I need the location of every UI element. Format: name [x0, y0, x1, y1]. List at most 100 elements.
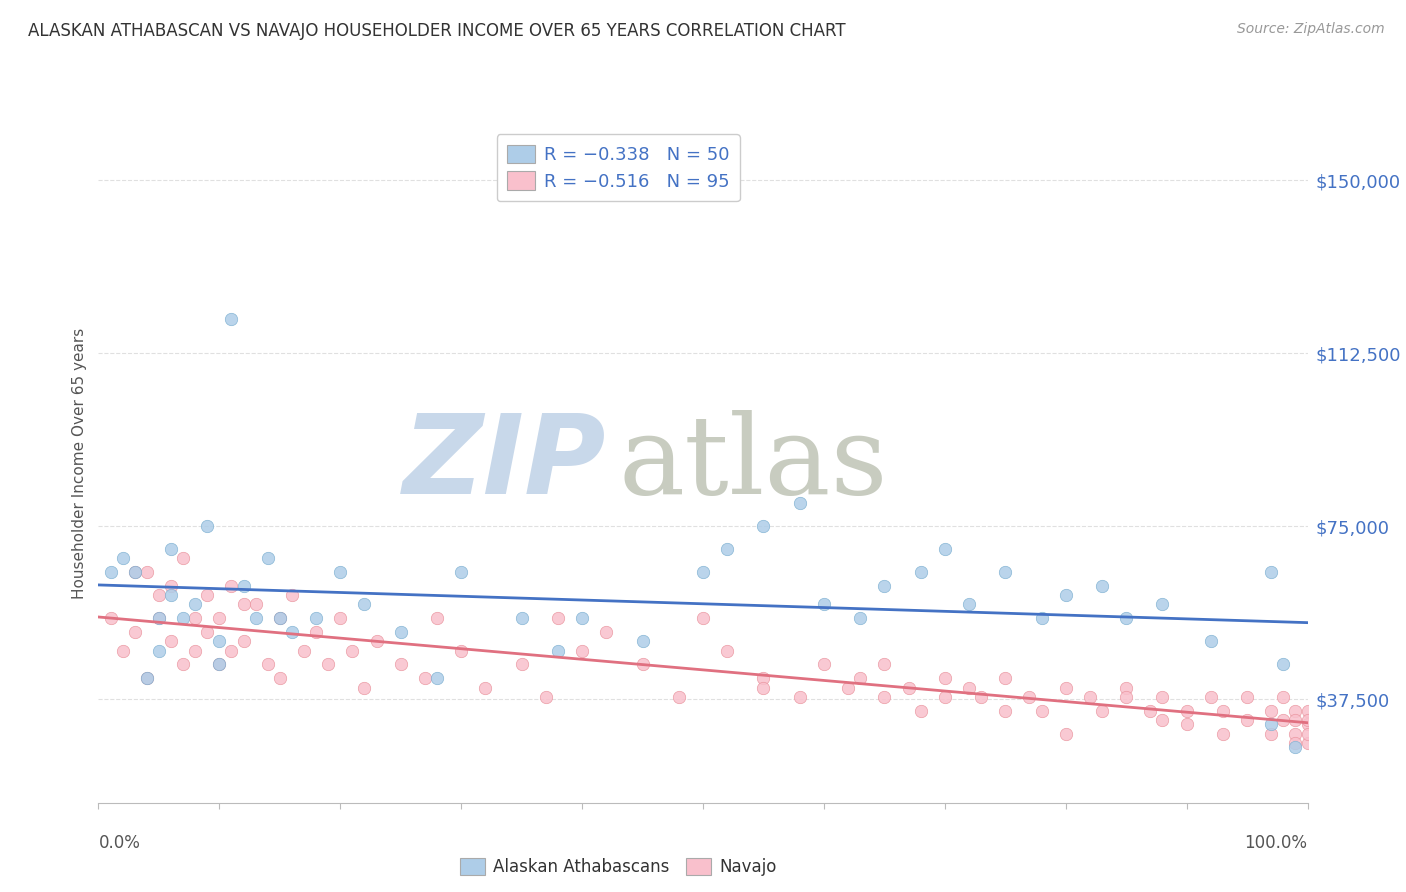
Point — [281, 625, 304, 640]
Point — [184, 643, 207, 657]
Y-axis label: Householder Income Over 65 years: Householder Income Over 65 years — [72, 328, 87, 599]
Point — [135, 671, 157, 685]
Point — [195, 625, 218, 640]
Point — [813, 598, 835, 612]
Point — [1078, 690, 1101, 704]
Point — [1152, 713, 1174, 727]
Point — [752, 681, 775, 695]
Point — [595, 625, 617, 640]
Point — [716, 643, 738, 657]
Point — [426, 671, 449, 685]
Point — [1115, 690, 1137, 704]
Point — [208, 657, 231, 672]
Point — [631, 657, 654, 672]
Point — [873, 690, 896, 704]
Point — [970, 690, 993, 704]
Point — [232, 634, 254, 648]
Point — [994, 671, 1017, 685]
Point — [1199, 690, 1222, 704]
Point — [245, 598, 267, 612]
Point — [692, 565, 714, 579]
Point — [994, 565, 1017, 579]
Point — [316, 657, 339, 672]
Point — [789, 496, 811, 510]
Point — [631, 634, 654, 648]
Point — [849, 671, 872, 685]
Point — [305, 611, 328, 625]
Point — [1260, 717, 1282, 731]
Point — [281, 588, 304, 602]
Point — [510, 657, 533, 672]
Point — [1260, 704, 1282, 718]
Point — [269, 611, 291, 625]
Point — [1175, 704, 1198, 718]
Point — [692, 611, 714, 625]
Point — [1212, 704, 1234, 718]
Point — [329, 611, 352, 625]
Point — [245, 611, 267, 625]
Point — [1199, 634, 1222, 648]
Point — [450, 643, 472, 657]
Point — [111, 643, 134, 657]
Point — [413, 671, 436, 685]
Point — [208, 657, 231, 672]
Point — [1054, 726, 1077, 740]
Point — [135, 671, 157, 685]
Point — [1296, 736, 1319, 750]
Point — [1091, 579, 1114, 593]
Point — [1296, 726, 1319, 740]
Point — [910, 565, 932, 579]
Point — [160, 588, 183, 602]
Point — [1054, 681, 1077, 695]
Point — [426, 611, 449, 625]
Point — [910, 704, 932, 718]
Point — [124, 565, 146, 579]
Point — [1212, 726, 1234, 740]
Point — [752, 519, 775, 533]
Point — [148, 611, 170, 625]
Point — [934, 542, 956, 557]
Point — [232, 579, 254, 593]
Point — [1284, 740, 1306, 755]
Point — [329, 565, 352, 579]
Point — [1272, 713, 1295, 727]
Point — [389, 625, 412, 640]
Point — [1296, 713, 1319, 727]
Point — [353, 598, 375, 612]
Point — [256, 551, 278, 566]
Point — [1236, 690, 1258, 704]
Point — [172, 657, 194, 672]
Point — [897, 681, 920, 695]
Point — [474, 681, 496, 695]
Point — [813, 657, 835, 672]
Point — [221, 311, 243, 326]
Point — [172, 551, 194, 566]
Point — [1139, 704, 1161, 718]
Point — [1054, 588, 1077, 602]
Point — [160, 579, 183, 593]
Point — [1284, 704, 1306, 718]
Point — [510, 611, 533, 625]
Text: 0.0%: 0.0% — [98, 834, 141, 852]
Text: ZIP: ZIP — [402, 410, 606, 517]
Point — [232, 598, 254, 612]
Text: 100.0%: 100.0% — [1244, 834, 1308, 852]
Point — [1284, 726, 1306, 740]
Point — [837, 681, 859, 695]
Text: ALASKAN ATHABASCAN VS NAVAJO HOUSEHOLDER INCOME OVER 65 YEARS CORRELATION CHART: ALASKAN ATHABASCAN VS NAVAJO HOUSEHOLDER… — [28, 22, 846, 40]
Point — [873, 657, 896, 672]
Point — [305, 625, 328, 640]
Point — [221, 579, 243, 593]
Legend: Alaskan Athabascans, Navajo: Alaskan Athabascans, Navajo — [453, 851, 783, 882]
Point — [873, 579, 896, 593]
Point — [160, 542, 183, 557]
Point — [789, 690, 811, 704]
Point — [934, 690, 956, 704]
Point — [195, 588, 218, 602]
Point — [450, 565, 472, 579]
Point — [957, 598, 980, 612]
Point — [256, 657, 278, 672]
Point — [547, 611, 569, 625]
Point — [208, 634, 231, 648]
Point — [269, 671, 291, 685]
